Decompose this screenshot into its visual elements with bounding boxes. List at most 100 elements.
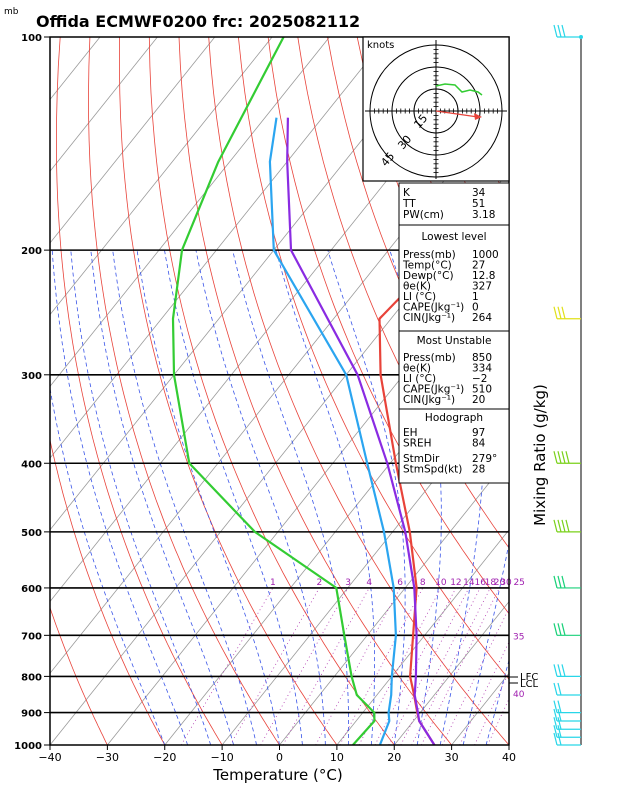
mixing-ratio-line <box>474 670 509 745</box>
mixing-ratio-line <box>315 587 401 745</box>
dry-adiabat-line <box>178 37 452 745</box>
wind-barb <box>553 682 581 696</box>
y-axis: 100 200 300 400 500 600 700 800 900 1000 <box>14 33 50 752</box>
isotherm-line <box>50 37 273 316</box>
mixing-ratio-label: 10 <box>435 578 447 588</box>
y-axis-tick-label: 300 <box>21 371 42 382</box>
stats-value: 97 <box>472 427 485 439</box>
y-axis-tick-label: 200 <box>21 246 42 257</box>
y-axis-title: Mixing Ratio (g/kg) <box>531 384 549 526</box>
wind-barb-flag <box>561 24 566 38</box>
stats-label: SREH <box>403 438 432 450</box>
wind-barb <box>553 24 583 39</box>
wind-barb <box>553 623 581 636</box>
y-axis-tick-label: 500 <box>21 528 42 539</box>
stats-value: 1000 <box>472 249 499 261</box>
wind-barb-flag <box>557 623 562 636</box>
stats-label: StmDir <box>403 453 440 465</box>
wind-barb-flag <box>557 451 562 464</box>
wind-barb-flag <box>561 575 566 589</box>
parcel-profile <box>286 117 436 745</box>
stats-label: θe(K) <box>403 281 431 293</box>
wind-barb-flag <box>565 451 570 464</box>
stats-value: 12.8 <box>472 270 495 282</box>
stats-value: 27 <box>472 260 485 272</box>
mixing-ratio-line <box>180 587 274 745</box>
hodograph-panel: knots 15 30 45 <box>362 36 510 182</box>
wind-profile-column <box>553 24 583 746</box>
stats-label: Temp(°C) <box>402 260 452 272</box>
stats-label: θe(K) <box>403 363 431 375</box>
wind-barb-flag <box>557 575 562 589</box>
stats-label: PW(cm) <box>403 209 444 221</box>
stats-value: 3.18 <box>472 209 495 221</box>
moist-adiabat-line <box>112 250 257 745</box>
x-axis-title: Temperature (°C) <box>212 766 342 784</box>
dry-adiabat-line <box>118 37 338 745</box>
hodograph-wind-path <box>435 83 483 96</box>
stats-value: 84 <box>472 438 486 450</box>
stats-label: Press(mb) <box>403 249 456 261</box>
stats-label: TT <box>402 198 416 210</box>
wind-barb-flag <box>553 575 558 589</box>
y-axis-tick-label: 1000 <box>14 741 42 752</box>
moist-adiabat-line <box>485 658 509 745</box>
x-axis-tick-label: −10 <box>211 751 234 764</box>
stats-value: 850 <box>472 352 492 364</box>
stats-text: K 34 TT 51 PW(cm) 3.18 Lowest level Press(mb) 10… <box>402 187 499 476</box>
wind-barb-flag <box>553 725 558 738</box>
mixing-ratio-line <box>229 587 320 745</box>
isotherm-line <box>50 37 216 244</box>
wind-barb-flag <box>557 664 562 677</box>
mixing-ratio-label: 1 <box>270 578 276 588</box>
wind-barb-flag <box>557 24 562 38</box>
stats-label: K <box>403 187 411 199</box>
stats-value: 28 <box>472 464 485 476</box>
stats-heading: Most Unstable <box>417 335 492 347</box>
mixing-ratio-line <box>282 587 370 745</box>
wetbulb-profile <box>268 117 397 745</box>
mixing-ratio-line <box>339 587 424 745</box>
mixing-ratio-label: 16 <box>474 578 486 588</box>
mixing-ratio-label: 2 <box>316 578 322 588</box>
dewpoint-profile <box>171 37 376 745</box>
mixing-ratio-line <box>411 587 491 745</box>
wind-barb-flag <box>553 451 558 464</box>
wind-barb-flag <box>557 519 562 533</box>
moist-adiabat-line <box>90 250 234 745</box>
x-axis: −40 −30 −20 −10 0 10 20 30 40 <box>38 745 516 764</box>
wind-barb <box>553 725 581 738</box>
dry-adiabat-line <box>50 438 166 745</box>
mixing-ratio-label: 14 <box>463 578 475 588</box>
wind-barb <box>553 700 581 714</box>
isotherm-line <box>393 600 509 745</box>
stats-label: CIN(Jkg⁻¹) <box>403 312 455 324</box>
stats-value: 264 <box>472 312 492 324</box>
wind-barb-flag <box>557 732 562 746</box>
y-axis-tick-label: 700 <box>21 631 42 642</box>
moist-adiabat-line <box>439 249 486 745</box>
mixing-ratio-label: 25 <box>513 578 524 588</box>
x-axis-tick-label: 10 <box>330 751 344 764</box>
wind-barb <box>553 732 581 746</box>
stats-value: 327 <box>472 281 492 293</box>
lfc-label: LFC <box>520 672 538 683</box>
stats-value: 0 <box>472 302 479 314</box>
storm-motion-arrowhead <box>474 113 482 120</box>
y-axis-tick-label: 900 <box>21 709 42 720</box>
wind-barb-flag <box>561 519 566 533</box>
wind-barb-flag <box>553 623 558 636</box>
wind-barb-flag <box>553 732 558 746</box>
wind-barb-flag <box>561 306 566 319</box>
mixing-ratio-label: 40 <box>513 690 525 700</box>
lcl-lfc-markers: LFC LCL <box>509 672 539 690</box>
wind-barb-flag <box>561 623 566 636</box>
isotherm-line <box>50 37 158 172</box>
isotherm-line <box>279 457 509 745</box>
stats-label: CIN(Jkg⁻¹) <box>403 394 455 406</box>
stats-table: K 34 TT 51 PW(cm) 3.18 Lowest level Press(mb) 10… <box>398 182 510 484</box>
dry-adiabat-line <box>297 37 509 549</box>
stats-value: 510 <box>472 384 492 396</box>
